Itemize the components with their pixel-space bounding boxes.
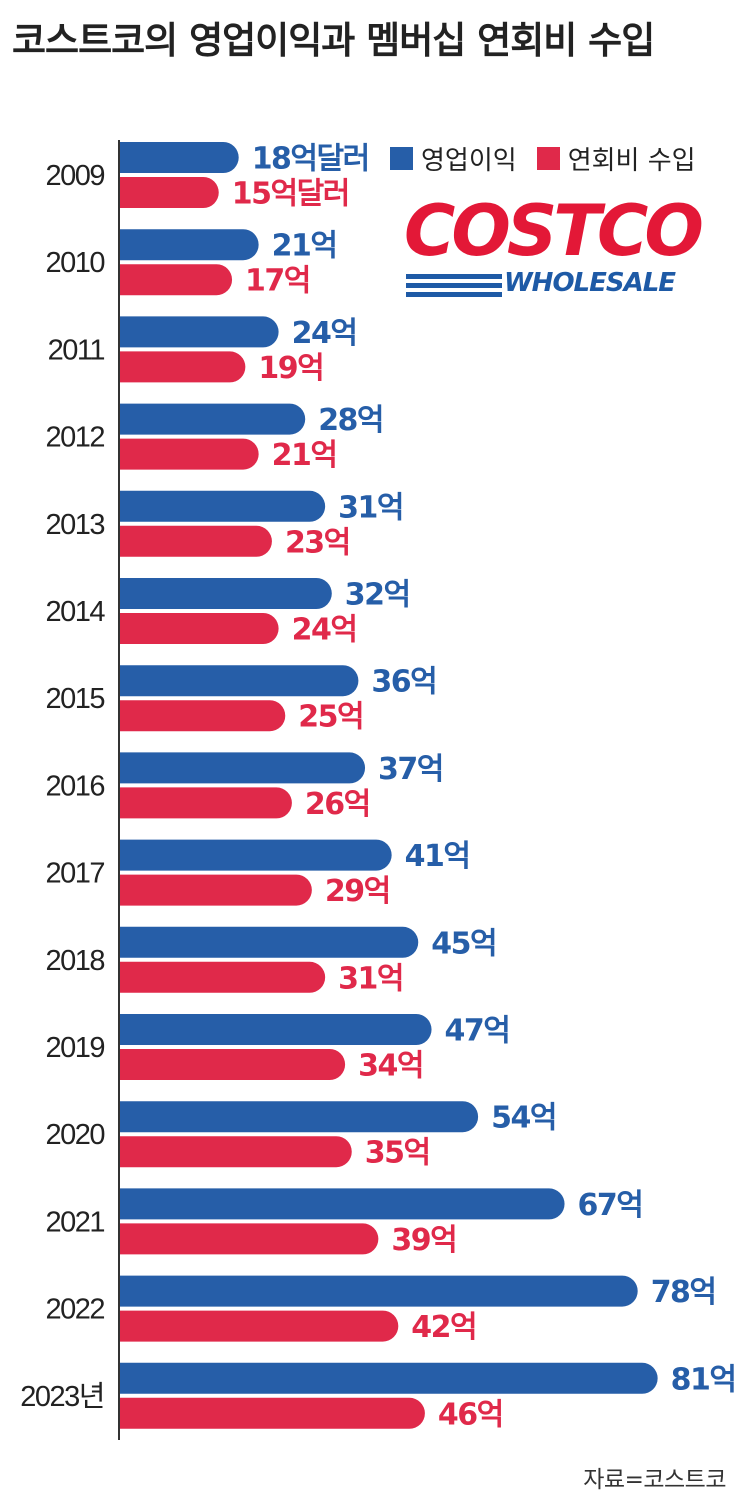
bar-membership-fee [119,1223,379,1255]
logo-stripe-3 [406,292,502,297]
bar-membership-fee [119,177,219,208]
label-operating-profit: 36억 [371,665,436,700]
bar-membership-fee [119,1397,425,1429]
label-membership-fee: 42억 [411,1310,476,1345]
logo-subtext: WHOLESALE [504,268,676,298]
bar-operating-profit [119,752,366,784]
bar-operating-profit [119,1188,565,1220]
label-membership-fee: 46억 [438,1397,503,1432]
legend-swatch-operating-profit [390,147,413,170]
bar-operating-profit [119,1362,658,1394]
label-operating-profit: 81억 [671,1362,736,1397]
year-label: 2021 [45,1206,104,1238]
source-note: 자료=코스트코 [583,1467,726,1493]
chart-title: 코스트코의 영업이익과 멤버십 연회비 수입 [12,19,655,62]
costco-logo: COSTCO WHOLESALE [404,190,734,302]
bar-operating-profit [119,1101,479,1133]
label-membership-fee: 15억달러 [232,177,349,212]
legend-item-operating-profit: 영업이익 [390,140,517,177]
bar-operating-profit [119,839,392,871]
bar-operating-profit [119,490,326,522]
year-label: 2011 [48,334,105,366]
year-label: 2020 [45,1119,104,1151]
label-operating-profit: 47억 [445,1014,510,1049]
legend-label-operating-profit: 영업이익 [421,146,517,176]
label-operating-profit: 54억 [491,1101,556,1136]
label-operating-profit: 28억 [318,403,383,438]
bar-membership-fee [119,787,292,819]
label-membership-fee: 23억 [285,525,350,560]
logo-stripe-1 [406,274,502,279]
year-label: 2016 [45,770,104,802]
year-label: 2010 [45,247,104,279]
label-membership-fee: 31억 [338,961,403,996]
bar-operating-profit [119,926,419,958]
label-membership-fee: 29억 [325,874,390,909]
bar-operating-profit [119,403,306,435]
legend-label-membership-fee: 연회비 수입 [567,146,696,176]
bar-membership-fee [119,961,326,993]
year-label: 2022 [45,1294,104,1326]
label-membership-fee: 21억 [272,438,337,473]
year-label: 2023년 [20,1381,104,1413]
bar-membership-fee [119,1049,346,1080]
label-operating-profit: 32억 [345,578,410,613]
bar-operating-profit [119,316,279,348]
bar-membership-fee [119,700,286,732]
bar-operating-profit [119,665,359,697]
logo-stripe-2 [406,283,502,288]
bar-operating-profit [119,1014,432,1045]
bar-membership-fee [119,874,312,906]
year-label: 2018 [45,945,104,977]
year-label: 2013 [45,509,104,541]
bar-operating-profit [119,578,332,609]
bar-membership-fee [119,264,233,296]
year-label: 2019 [45,1032,104,1064]
bar-membership-fee [119,1310,399,1342]
bar-operating-profit [119,1275,638,1307]
label-membership-fee: 19억 [258,351,323,386]
bar-membership-fee [119,613,279,644]
label-operating-profit: 24억 [292,316,357,351]
label-membership-fee: 26억 [305,787,370,822]
label-operating-profit: 45억 [431,926,496,961]
year-label: 2014 [45,596,105,628]
year-label: 2012 [45,422,104,454]
label-membership-fee: 34억 [358,1049,423,1084]
logo-wordmark: COSTCO [404,190,704,272]
bar-membership-fee [119,1136,352,1168]
bar-membership-fee [119,525,272,557]
label-operating-profit: 37억 [378,752,443,787]
label-operating-profit: 41억 [405,839,470,874]
legend: 영업이익 연회비 수입 [390,140,716,177]
label-operating-profit: 18억달러 [252,142,369,177]
label-membership-fee: 35억 [365,1136,430,1171]
label-operating-profit: 21억 [272,229,337,264]
label-membership-fee: 17억 [245,264,310,299]
label-operating-profit: 31억 [338,490,403,525]
year-label: 2017 [45,858,104,890]
label-membership-fee: 24억 [292,613,357,648]
year-label: 2009 [45,160,104,192]
bar-membership-fee [119,351,246,383]
bar-operating-profit [119,142,239,173]
label-membership-fee: 25억 [298,700,363,735]
bar-operating-profit [119,229,259,261]
bar-membership-fee [119,438,259,470]
legend-swatch-membership-fee [536,147,560,170]
label-membership-fee: 39억 [391,1223,456,1258]
label-operating-profit: 67억 [578,1188,643,1223]
year-label: 2015 [45,683,104,715]
legend-item-membership-fee: 연회비 수입 [536,140,696,177]
label-operating-profit: 78억 [651,1275,716,1310]
